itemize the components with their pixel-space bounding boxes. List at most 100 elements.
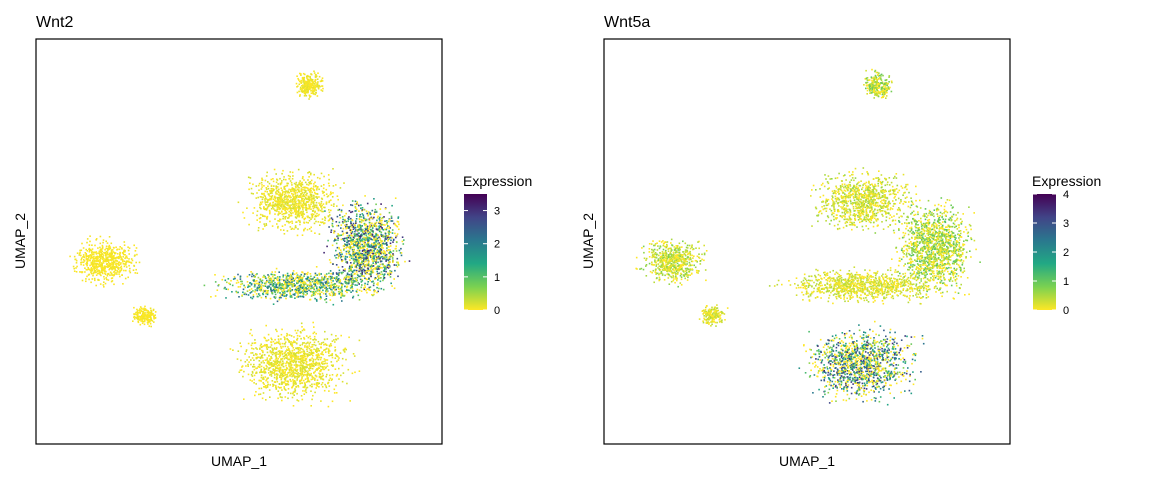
- umap-point: [227, 288, 229, 291]
- umap-point: [105, 240, 107, 243]
- umap-point: [345, 348, 347, 351]
- umap-point: [102, 256, 104, 258]
- umap-point: [375, 256, 378, 258]
- umap-point: [323, 278, 325, 281]
- umap-point: [344, 224, 346, 227]
- umap-point: [378, 243, 380, 246]
- umap-point: [352, 222, 355, 225]
- umap-point: [301, 89, 304, 92]
- umap-point: [368, 221, 371, 224]
- umap-point: [286, 287, 288, 289]
- umap-point: [293, 189, 296, 191]
- umap-point: [367, 211, 370, 213]
- umap-point: [351, 284, 353, 286]
- umap-point: [101, 250, 103, 253]
- umap-point: [273, 370, 276, 373]
- umap-point: [99, 273, 101, 276]
- umap-point: [376, 219, 378, 222]
- umap-point: [348, 275, 350, 278]
- umap-point: [316, 350, 319, 352]
- umap-point: [329, 261, 332, 264]
- umap-point: [265, 364, 268, 367]
- umap-point: [95, 274, 98, 276]
- umap-point: [256, 367, 258, 369]
- umap-point: [346, 276, 349, 278]
- plot-frame: [35, 38, 443, 445]
- umap-point: [326, 282, 328, 285]
- umap-point: [252, 193, 254, 195]
- umap-point: [278, 193, 281, 196]
- umap-point: [308, 207, 311, 210]
- umap-point: [265, 175, 268, 177]
- umap-point: [312, 203, 315, 205]
- umap-point: [360, 234, 363, 236]
- umap-point: [315, 91, 317, 94]
- umap-point: [354, 234, 356, 237]
- umap-point: [315, 215, 317, 218]
- umap-point: [387, 235, 390, 237]
- umap-point: [311, 294, 313, 296]
- umap-point: [298, 200, 301, 202]
- umap-point: [270, 273, 273, 276]
- umap-point: [320, 273, 322, 275]
- umap-point: [119, 252, 122, 254]
- umap-point: [274, 355, 277, 357]
- umap-point: [322, 277, 325, 280]
- umap-point: [375, 225, 377, 228]
- umap-point: [85, 280, 87, 283]
- umap-point: [121, 258, 123, 261]
- umap-point: [86, 275, 88, 278]
- umap-point: [289, 367, 292, 369]
- umap-point: [143, 320, 145, 323]
- umap-point: [390, 239, 392, 242]
- umap-point: [335, 339, 338, 341]
- umap-point: [333, 277, 336, 279]
- umap-point: [139, 318, 141, 321]
- umap-point: [94, 263, 96, 265]
- umap-point: [324, 217, 327, 219]
- umap-point: [369, 251, 372, 254]
- umap-point: [408, 260, 411, 262]
- umap-point: [350, 234, 352, 236]
- umap-point: [274, 366, 277, 368]
- umap-point: [281, 389, 283, 391]
- umap-point: [389, 261, 391, 263]
- umap-point: [360, 263, 362, 266]
- umap-point: [299, 223, 301, 226]
- umap-point: [133, 315, 136, 318]
- umap-point: [269, 212, 271, 215]
- umap-point: [230, 279, 232, 282]
- umap-point: [109, 259, 112, 261]
- umap-point: [265, 339, 267, 342]
- umap-point: [391, 232, 394, 234]
- umap-point: [236, 279, 239, 282]
- umap-point: [262, 345, 265, 347]
- umap-point: [244, 292, 246, 295]
- umap-point: [335, 184, 337, 186]
- umap-point: [99, 246, 101, 249]
- umap-point: [312, 291, 315, 293]
- umap-point: [293, 352, 295, 354]
- umap-point: [370, 270, 372, 273]
- umap-point: [273, 296, 276, 298]
- umap-point: [346, 291, 348, 294]
- umap-point: [366, 291, 368, 294]
- umap-point: [387, 225, 389, 227]
- umap-point: [270, 196, 273, 199]
- umap-point: [225, 288, 228, 290]
- umap-point: [127, 249, 130, 252]
- umap-point: [391, 204, 393, 207]
- umap-point: [262, 215, 264, 217]
- umap-point: [395, 225, 398, 227]
- umap-point: [349, 278, 352, 281]
- umap-point: [136, 308, 138, 311]
- umap-point: [373, 260, 375, 262]
- umap-point: [320, 89, 323, 91]
- umap-point: [91, 260, 94, 263]
- umap-point: [287, 182, 289, 185]
- umap-point: [289, 287, 291, 289]
- umap-point: [375, 258, 377, 261]
- umap-point: [290, 214, 292, 217]
- umap-point: [303, 192, 306, 194]
- umap-point: [281, 353, 284, 356]
